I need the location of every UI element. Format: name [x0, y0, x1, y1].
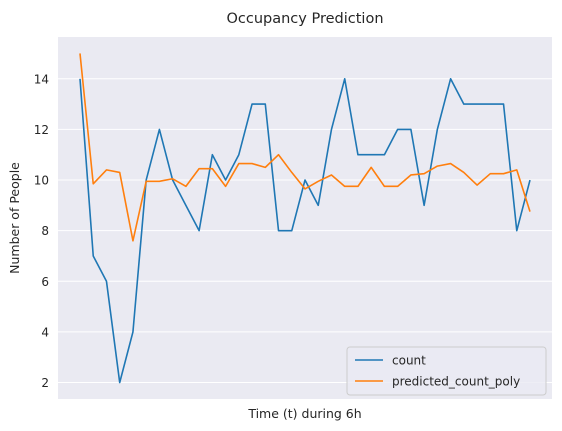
y-tick-label: 12 [34, 123, 49, 137]
y-tick-label: 14 [34, 72, 49, 86]
y-tick-label: 6 [41, 275, 49, 289]
y-tick-label: 4 [41, 325, 49, 339]
chart-title: Occupancy Prediction [226, 11, 383, 27]
legend: count predicted_count_poly [346, 346, 547, 396]
y-axis-label: Number of People [7, 162, 22, 274]
x-axis-label: Time (t) during 6h [247, 406, 361, 421]
legend-label-count: count [392, 354, 426, 368]
series-lines [79, 53, 531, 384]
series-line-predicted-count-poly [79, 53, 531, 242]
y-tick-label: 2 [41, 376, 49, 390]
y-tick-labels: 2 4 6 8 10 12 14 [34, 72, 49, 390]
series-line-count [79, 77, 531, 384]
legend-label-predicted-count-poly: predicted_count_poly [392, 375, 520, 389]
legend-box [346, 346, 547, 396]
y-tick-label: 8 [41, 224, 49, 238]
y-tick-label: 10 [34, 174, 49, 188]
plot-area [58, 37, 552, 399]
